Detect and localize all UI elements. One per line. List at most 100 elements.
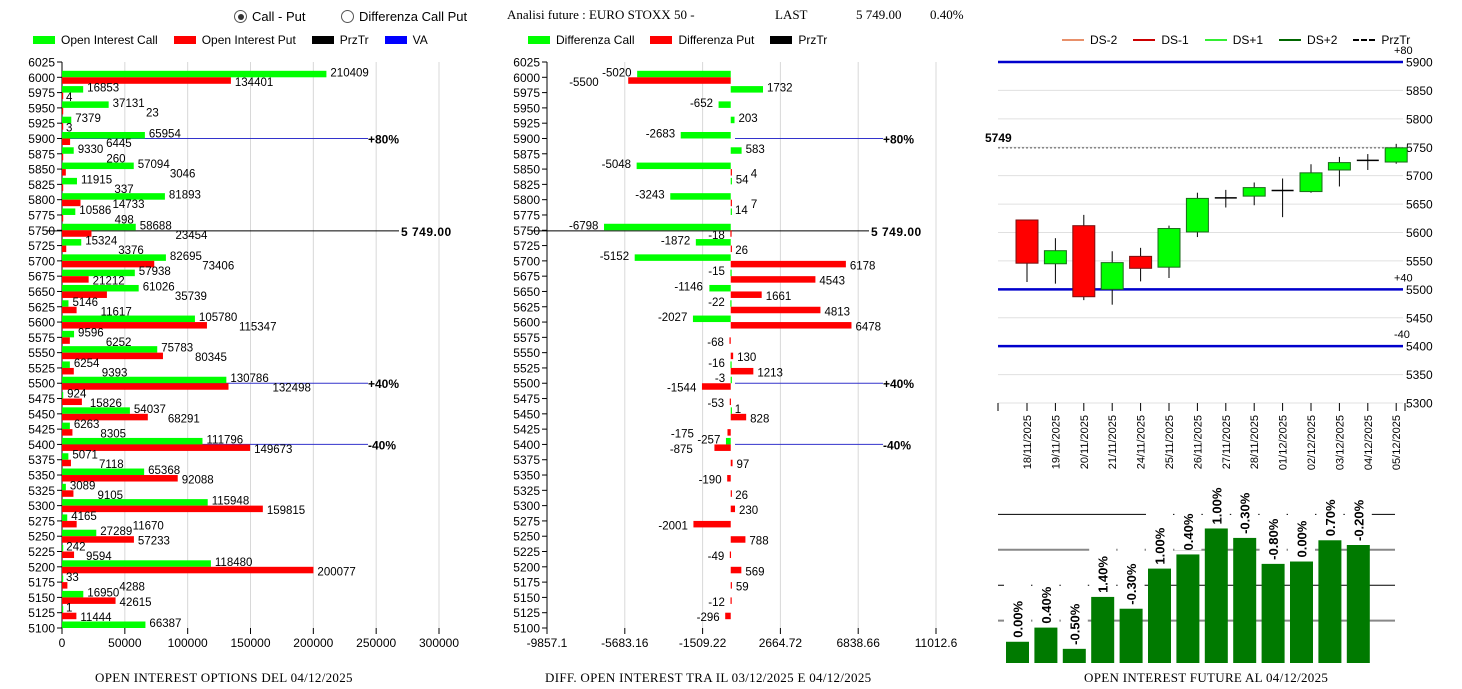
oi-future-bar <box>1091 596 1115 663</box>
put-bar <box>62 260 155 268</box>
strike-label: 5950 <box>28 101 55 115</box>
put-bar <box>62 459 71 467</box>
diff-call-value-label: -2683 <box>646 128 675 140</box>
strike-label: 5650 <box>513 285 540 299</box>
put-value-label: 6252 <box>106 337 132 349</box>
strike-label: 6025 <box>513 56 540 70</box>
strike-label: 5100 <box>513 622 540 636</box>
call-bar <box>62 514 68 521</box>
call-bar <box>62 269 135 277</box>
strike-label: 5600 <box>513 316 540 330</box>
put-bar <box>730 352 734 360</box>
call-bar <box>62 376 227 384</box>
put-value-label: 35739 <box>175 291 207 303</box>
label-bg <box>1202 480 1230 525</box>
radio-unselected-icon <box>341 10 354 23</box>
strike-label: 5625 <box>513 300 540 314</box>
future-title: Analisi future : EURO STOXX 50 - <box>507 7 695 22</box>
date-tick-label: 02/12/2025 <box>1306 415 1318 470</box>
put-bar <box>62 352 163 360</box>
diff-oi-chart: -9857.1 -5683.16 -1509.22 2664.72 6838.66 110… <box>513 56 957 651</box>
diff-call-value-label: -6798 <box>569 220 598 232</box>
call-value-label: 111796 <box>206 434 243 446</box>
price-tick-label: 5700 <box>1406 169 1433 183</box>
put-bar <box>730 505 736 513</box>
call-value-label: 37131 <box>113 98 145 110</box>
strike-label: 5700 <box>513 254 540 268</box>
diff-call-value-label: -5152 <box>600 251 629 263</box>
przTr-label: 5 749.00 <box>871 225 922 239</box>
call-value-label: 75783 <box>161 343 193 355</box>
put-bar <box>62 92 64 100</box>
call-value-label: 924 <box>67 389 87 401</box>
call-bar <box>692 315 731 323</box>
price-tick-label: 5350 <box>1406 368 1433 382</box>
diff-put-value-label: 788 <box>749 536 768 548</box>
date-tick-label: 21/11/2025 <box>1107 415 1119 469</box>
put-bar <box>62 551 75 559</box>
diff-put-value-label: 130 <box>737 352 756 364</box>
call-value-label: 210409 <box>330 67 368 79</box>
candle-up <box>1242 187 1266 197</box>
candle-up <box>1384 147 1408 163</box>
strike-label: 5550 <box>28 346 55 360</box>
diff-put-value-label: -2001 <box>658 520 687 532</box>
call-bar <box>680 131 731 139</box>
diff-put-value-label: -53 <box>708 398 725 410</box>
strike-label: 5200 <box>513 560 540 574</box>
put-value-label: 260 <box>106 153 125 165</box>
strike-label: 5125 <box>513 606 540 620</box>
call-bar <box>62 177 77 185</box>
put-bar <box>62 138 71 145</box>
diff-put-value-label: 828 <box>750 413 769 425</box>
date-tick-label: 26/11/2025 <box>1192 415 1204 469</box>
price-tick-label: 5800 <box>1406 112 1433 126</box>
candle-up <box>1299 172 1323 193</box>
radio-call-put[interactable]: Call - Put <box>234 9 305 24</box>
radio-differenza-call-put[interactable]: Differenza Call Put <box>341 9 467 24</box>
put-value-label: 11670 <box>133 520 164 532</box>
va-label: -40% <box>368 438 396 452</box>
put-bar <box>730 597 732 604</box>
put-bar <box>62 276 89 283</box>
call-bar <box>62 575 64 583</box>
call-bar <box>62 208 76 215</box>
va-level-label: +80 <box>1394 45 1413 57</box>
put-bar <box>730 260 846 268</box>
strike-label: 5900 <box>28 132 55 146</box>
strike-label: 6000 <box>28 71 55 85</box>
oi-change-label: -0.80% <box>1266 518 1281 560</box>
call-bar <box>62 147 74 154</box>
strike-label: 5500 <box>513 377 540 391</box>
oi-future-bar <box>1346 545 1370 663</box>
put-bar <box>729 551 732 559</box>
diff-put-value-label: -12 <box>708 597 725 609</box>
legend-item-przTr: PrzTr <box>1353 33 1410 47</box>
put-bar <box>62 123 64 130</box>
diff-put-value-label: 4 <box>751 169 758 181</box>
candlestick-chart: 5300 5350 5400 5450 5500 5550 5600 5650 5700 5750… <box>985 45 1433 470</box>
oi-change-label: 0.00% <box>1295 520 1310 557</box>
date-tick-label: 20/11/2025 <box>1079 415 1091 469</box>
put-bar <box>62 107 64 115</box>
diff-put-value-label: 230 <box>739 505 758 517</box>
va-label: +80% <box>883 132 914 146</box>
label-bg <box>1146 498 1173 565</box>
call-bar <box>62 346 158 353</box>
oi-change-label: 1.00% <box>1209 487 1224 524</box>
put-bar <box>62 429 73 436</box>
va-level-label: +40 <box>1394 272 1413 284</box>
call-bar <box>62 284 139 292</box>
strike-label: 5375 <box>28 453 55 467</box>
strike-label: 5450 <box>28 407 55 421</box>
diff-put-value-label: -49 <box>708 551 725 563</box>
diff-put-value-label: -296 <box>697 612 720 624</box>
call-bar <box>62 86 84 93</box>
price-tick-label: 5550 <box>1406 254 1433 268</box>
diff-call-value-label: -16 <box>708 358 725 370</box>
strike-label: 5250 <box>513 530 540 544</box>
call-bar <box>730 361 732 368</box>
strike-label: 5225 <box>513 545 540 559</box>
label-bg <box>1117 538 1145 605</box>
call-bar <box>604 223 731 231</box>
